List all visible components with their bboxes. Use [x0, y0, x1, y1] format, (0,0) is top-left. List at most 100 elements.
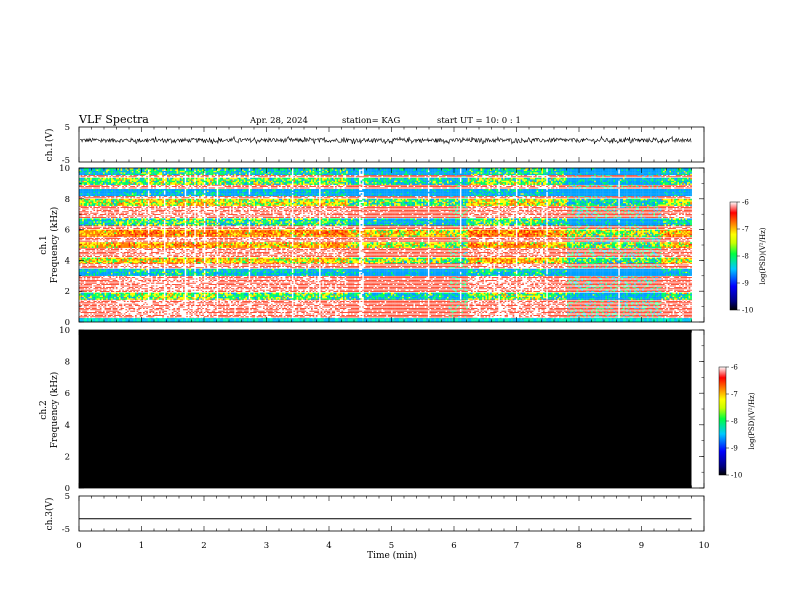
spectrogram-cell	[93, 197, 95, 198]
spectrogram-cell	[85, 217, 87, 218]
spectrogram-cell	[98, 315, 100, 316]
spectrogram-cell	[82, 301, 84, 302]
spectrogram-cell	[81, 267, 83, 268]
spectrogram-cell	[95, 228, 97, 229]
spectrogram-cell	[106, 288, 108, 289]
spectrogram-cell	[84, 203, 86, 205]
spectrogram-cell	[106, 284, 108, 285]
spectrogram-cell	[84, 207, 86, 208]
spectrogram-cell	[98, 203, 100, 205]
spectrogram-cell	[87, 207, 89, 208]
spectrogram-cell	[85, 202, 87, 204]
spectrogram-cell	[103, 293, 105, 295]
spectrogram-cell	[97, 259, 99, 261]
spectrogram-cell	[100, 249, 102, 250]
spectrogram-cell	[101, 193, 103, 195]
spectrogram-cell	[101, 258, 103, 260]
spectrogram-cell	[106, 241, 108, 242]
spectrogram-cell	[84, 294, 86, 296]
spectrogram-cell	[87, 176, 89, 177]
spectrogram-cell	[97, 210, 99, 211]
spectrogram-cell	[93, 178, 95, 180]
spectrogram-cell	[103, 307, 105, 308]
spectrogram-cell	[82, 312, 84, 313]
spectrogram-cell	[89, 239, 91, 240]
spectrogram-cell	[100, 316, 102, 317]
spectrogram-cell	[105, 266, 107, 267]
spectrogram-cell	[97, 171, 99, 173]
spectrogram-cell	[98, 244, 100, 246]
spectrogram-cell	[106, 302, 108, 303]
spectrogram-cell	[90, 252, 92, 253]
spectrogram-cell	[103, 287, 105, 288]
spectrogram-cell	[89, 245, 91, 247]
spectrogram-cell	[89, 179, 91, 181]
spectrogram-cell	[100, 307, 102, 308]
spectrogram-cell	[85, 195, 87, 197]
spectrogram-cell	[92, 280, 94, 281]
spectrogram-cell	[92, 307, 94, 308]
spectrogram-cell	[105, 262, 107, 264]
spectrogram-cell	[97, 190, 99, 192]
spectrogram-cell	[100, 224, 102, 226]
spectrogram-cell	[85, 246, 87, 248]
spectrogram-cell	[90, 200, 92, 202]
spectrogram-cell	[95, 253, 97, 254]
spectrogram-cell	[81, 238, 83, 239]
spectrogram-cell	[82, 221, 84, 223]
spectrogram-cell	[81, 258, 83, 260]
spectrogram-cell	[105, 297, 107, 299]
spectrogram-cell	[85, 307, 87, 308]
spectrogram-cell	[81, 193, 83, 195]
spectrogram-cell	[97, 211, 99, 212]
spectrogram-cell	[98, 182, 100, 184]
spectrogram-cell	[105, 203, 107, 205]
spectrogram-cell	[90, 186, 92, 187]
spectrogram-cell	[85, 174, 87, 176]
spectrogram-cell	[103, 260, 105, 262]
spectrogram-cell	[101, 176, 103, 177]
spectrogram-cell	[82, 308, 84, 309]
spectrogram-cell	[103, 311, 105, 312]
spectrogram-cell	[84, 183, 86, 185]
spectrogram-cell	[92, 174, 94, 176]
spectrogram-cell	[84, 169, 86, 171]
spectrogram-cell	[97, 202, 99, 204]
spectrogram-cell	[90, 227, 92, 228]
spectrogram-cell	[81, 216, 83, 217]
spectrogram-cell	[106, 230, 108, 232]
spectrogram-cell	[100, 189, 102, 191]
spectrogram-cell	[85, 283, 87, 284]
spectrogram-cell	[98, 251, 100, 252]
spectrogram-cell	[87, 280, 89, 281]
spectrogram-cell	[106, 265, 108, 266]
spectrogram-cell	[92, 204, 94, 206]
spectrogram-cell	[101, 304, 103, 305]
spectrogram-cell	[97, 181, 99, 183]
spectrogram-cell	[106, 238, 108, 239]
spectrogram-cell	[85, 260, 87, 262]
spectrogram-cell	[92, 218, 94, 220]
spectrogram-cell	[89, 169, 91, 171]
spectrogram-cell	[81, 241, 83, 242]
spectrogram-cell	[82, 311, 84, 312]
spectrogram-cell	[97, 270, 99, 272]
spectrogram-cell	[89, 224, 91, 226]
spectrogram-cell	[106, 239, 108, 240]
spectrogram-cell	[93, 207, 95, 208]
spectrogram-cell	[105, 270, 107, 272]
spectrogram-cell	[92, 200, 94, 202]
spectrogram-cell	[92, 302, 94, 303]
spectrogram-cell	[98, 293, 100, 295]
spectrogram-cell	[87, 193, 89, 195]
spectrogram-cell	[95, 301, 97, 302]
spectrogram-cell	[103, 274, 105, 276]
spectrogram-noise-floor-cell	[87, 318, 89, 322]
spectrogram-cell	[95, 312, 97, 313]
spectrogram-cell	[89, 202, 91, 204]
spectrogram-cell	[82, 231, 84, 233]
spectrogram-cell	[105, 218, 107, 220]
spectrogram-cell	[82, 179, 84, 181]
spectrogram-cell	[92, 235, 94, 237]
spectrogram-cell	[98, 286, 100, 287]
